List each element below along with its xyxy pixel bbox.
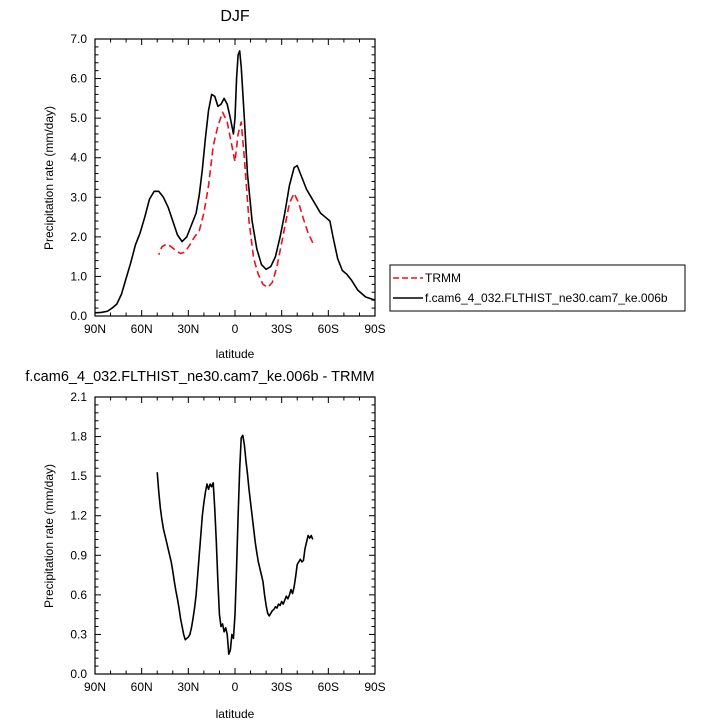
top-x-tick-label: 30N [177, 322, 199, 336]
top-x-tick-label: 30S [271, 322, 292, 336]
top-panel: DJF 90N 60N 30N 0 30S 60S 90S 0.0 1.0 2.0 3.0 4.0 5.… [42, 8, 386, 361]
bottom-y-tick-label: 1.8 [70, 430, 87, 444]
top-axis-ticks: 90N 60N 30N 0 30S 60S 90S 0.0 1.0 2.0 3.0 4.0 5.0 6.0… [70, 32, 385, 336]
top-y-tick-label: 6.0 [70, 72, 87, 86]
legend-label-trmm: TRMM [425, 271, 461, 285]
bottom-x-axis-label: latitude [216, 707, 255, 721]
bottom-y-tick-label: 2.1 [70, 390, 87, 404]
bottom-y-axis-label: Precipitation rate (mm/day) [42, 464, 56, 608]
bottom-y-tick-label: 1.2 [70, 509, 87, 523]
top-plot-frame [94, 38, 376, 317]
bottom-x-tick-label: 0 [232, 680, 239, 694]
top-x-tick-label: 60S [318, 322, 339, 336]
top-series-line-1 [94, 50, 376, 314]
bottom-y-tick-label: 0.6 [70, 588, 87, 602]
top-x-tick-label: 90N [84, 322, 106, 336]
bottom-plot-area [156, 434, 314, 656]
bottom-plot-frame [94, 396, 376, 675]
bottom-x-tick-label: 90N [84, 680, 106, 694]
top-y-tick-label: 0.0 [70, 309, 87, 323]
legend-label-model: f.cam6_4_032.FLTHIST_ne30.cam7_ke.006b [425, 291, 668, 305]
bottom-chart-title: f.cam6_4_032.FLTHIST_ne30.cam7_ke.006b -… [25, 369, 374, 385]
legend-box [389, 264, 686, 312]
bottom-y-tick-label: 0.0 [70, 667, 87, 681]
top-plot-area [94, 50, 376, 314]
top-y-tick-label: 5.0 [70, 111, 87, 125]
top-x-axis-label: latitude [216, 347, 255, 361]
top-y-axis-label: Precipitation rate (mm/day) [42, 106, 56, 250]
top-y-tick-label: 2.0 [70, 230, 87, 244]
bottom-x-tick-label: 90S [364, 680, 385, 694]
top-y-tick-label: 4.0 [70, 151, 87, 165]
bottom-y-tick-label: 1.5 [70, 469, 87, 483]
bottom-y-tick-label: 0.3 [70, 627, 87, 641]
bottom-panel: f.cam6_4_032.FLTHIST_ne30.cam7_ke.006b -… [25, 369, 385, 721]
bottom-x-tick-label: 30N [177, 680, 199, 694]
bottom-x-tick-label: 30S [271, 680, 292, 694]
top-series-line-0 [158, 111, 314, 289]
top-x-tick-label: 90S [364, 322, 385, 336]
top-y-tick-label: 7.0 [70, 32, 87, 46]
bottom-axis-ticks: 90N 60N 30N 0 30S 60S 90S 0.0 0.3 0.6 0.9 1.2 1.5 1.8… [70, 390, 385, 694]
top-y-tick-label: 3.0 [70, 190, 87, 204]
bottom-series-line-0 [156, 434, 314, 656]
top-x-tick-label: 0 [232, 322, 239, 336]
top-chart-title: DJF [220, 8, 250, 25]
top-y-tick-label: 1.0 [70, 269, 87, 283]
bottom-x-tick-label: 60N [131, 680, 153, 694]
top-x-tick-label: 60N [131, 322, 153, 336]
bottom-x-tick-label: 60S [318, 680, 339, 694]
bottom-y-tick-label: 0.9 [70, 548, 87, 562]
legend: TRMM f.cam6_4_032.FLTHIST_ne30.cam7_ke.0… [389, 264, 686, 312]
